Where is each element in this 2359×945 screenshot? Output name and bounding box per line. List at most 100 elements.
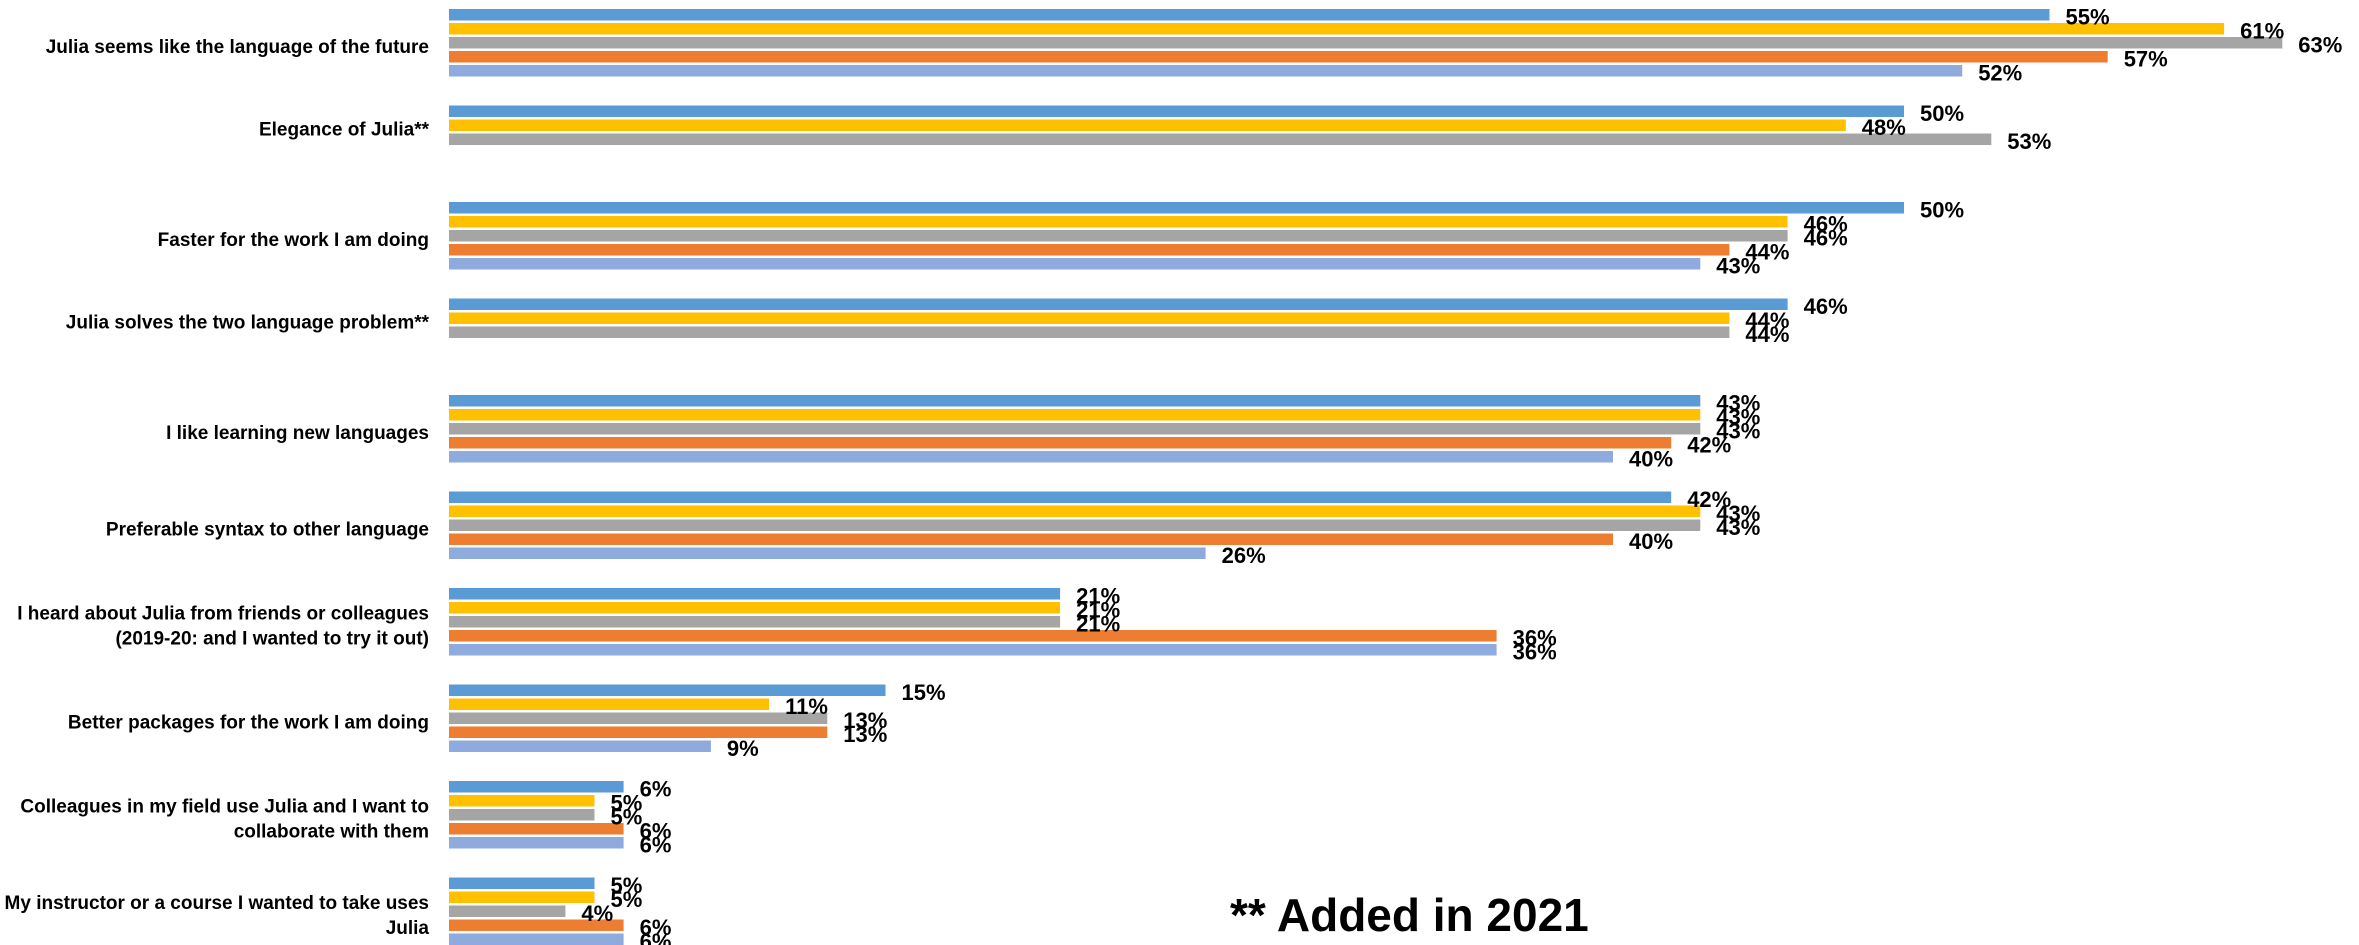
bar — [449, 23, 2225, 35]
bar — [449, 698, 770, 710]
value-label: 42% — [1687, 433, 1731, 458]
bar — [449, 9, 2050, 21]
value-label: 21% — [1076, 598, 1120, 623]
bar — [449, 519, 1701, 531]
bar — [449, 65, 1963, 77]
bar — [449, 326, 1730, 338]
category-label: Preferable syntax to other language — [106, 520, 429, 541]
bar — [449, 491, 1672, 503]
value-label: 6% — [640, 929, 672, 945]
value-label: 6% — [640, 833, 672, 858]
value-label: 46% — [1804, 226, 1848, 251]
bar — [449, 202, 1904, 214]
bar — [449, 409, 1701, 421]
value-label: 44% — [1745, 308, 1789, 333]
bar — [449, 51, 2108, 63]
bar — [449, 547, 1206, 559]
value-label: 6% — [640, 777, 672, 802]
value-label: 46% — [1804, 212, 1848, 237]
bar — [449, 395, 1701, 407]
value-label: 52% — [1978, 61, 2022, 86]
bar — [449, 837, 624, 849]
bar — [449, 602, 1061, 614]
value-label: 50% — [1920, 198, 1964, 223]
bar — [449, 312, 1730, 324]
category-labels: Julia seems like the language of the fut… — [5, 37, 430, 939]
category-label: Better packages for the work I am doing — [68, 713, 429, 734]
value-label: 5% — [611, 805, 643, 830]
value-label: 4% — [581, 901, 613, 926]
bar — [449, 105, 1904, 117]
category-label: Faster for the work I am doing — [158, 230, 429, 251]
value-label: 61% — [2240, 19, 2284, 44]
value-label: 43% — [1716, 391, 1760, 416]
bar — [449, 533, 1613, 545]
category-label: My instructor or a course I wanted to ta… — [5, 893, 430, 939]
bar — [449, 644, 1497, 656]
bar — [449, 258, 1701, 270]
value-label: 15% — [902, 680, 946, 705]
value-label: 44% — [1745, 240, 1789, 265]
bar — [449, 891, 595, 903]
bar — [449, 726, 828, 738]
value-label: 6% — [640, 819, 672, 844]
value-label: 13% — [843, 708, 887, 733]
value-label: 42% — [1687, 487, 1731, 512]
value-label: 36% — [1513, 626, 1557, 651]
bar — [449, 451, 1613, 463]
value-label: 5% — [611, 887, 643, 912]
value-label: 48% — [1862, 115, 1906, 140]
bar — [449, 37, 2283, 49]
category-label: Elegance of Julia** — [259, 120, 430, 141]
bar — [449, 423, 1701, 435]
bar — [449, 616, 1061, 628]
bar — [449, 781, 624, 793]
value-label: 43% — [1716, 501, 1760, 526]
bar — [449, 244, 1730, 256]
added-in-2021-note: ** Added in 2021 — [1230, 889, 1589, 941]
bar — [449, 795, 595, 807]
value-label: 36% — [1513, 640, 1557, 665]
bar — [449, 133, 1992, 145]
bar — [449, 712, 828, 724]
value-label: 6% — [640, 915, 672, 940]
bar — [449, 919, 624, 931]
value-label: 43% — [1716, 405, 1760, 430]
value-label: 46% — [1804, 294, 1848, 319]
value-label: 50% — [1920, 101, 1964, 126]
value-label: 13% — [843, 722, 887, 747]
value-label: 43% — [1716, 419, 1760, 444]
category-label: I like learning new languages — [166, 423, 429, 444]
bar — [449, 119, 1846, 131]
value-label: 43% — [1716, 254, 1760, 279]
value-label: 11% — [785, 694, 828, 719]
bar — [449, 298, 1788, 310]
value-label: 40% — [1629, 447, 1673, 472]
category-label: Julia seems like the language of the fut… — [46, 37, 429, 58]
bar — [449, 437, 1672, 449]
value-label: 9% — [727, 736, 759, 761]
bar — [449, 216, 1788, 228]
value-label: 44% — [1745, 322, 1789, 347]
bar — [449, 505, 1701, 517]
value-label: 5% — [611, 873, 643, 898]
value-label: 5% — [611, 791, 643, 816]
value-label: 21% — [1076, 584, 1120, 609]
bars — [449, 9, 2283, 945]
bar — [449, 230, 1788, 242]
value-label: 43% — [1716, 515, 1760, 540]
value-labels: 55%61%63%57%52%50%48%53%50%46%46%44%43%4… — [581, 5, 2342, 945]
value-label: 63% — [2298, 33, 2342, 58]
value-label: 21% — [1076, 612, 1120, 637]
bar — [449, 933, 624, 945]
category-label: I heard about Julia from friends or coll… — [17, 604, 429, 650]
value-label: 40% — [1629, 529, 1673, 554]
bar — [449, 905, 566, 917]
bar — [449, 588, 1061, 600]
bar — [449, 630, 1497, 642]
value-label: 26% — [1222, 543, 1266, 568]
bar — [449, 684, 886, 696]
bar — [449, 877, 595, 889]
category-label: Colleagues in my field use Julia and I w… — [20, 797, 429, 843]
